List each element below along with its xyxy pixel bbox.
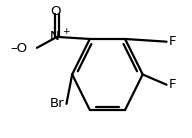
Text: +: +	[62, 27, 70, 36]
Text: N: N	[50, 30, 60, 43]
Text: O: O	[50, 5, 60, 18]
Text: Br: Br	[50, 97, 64, 110]
Text: F: F	[168, 78, 176, 91]
Text: F: F	[168, 35, 176, 48]
Text: –O: –O	[10, 42, 27, 55]
